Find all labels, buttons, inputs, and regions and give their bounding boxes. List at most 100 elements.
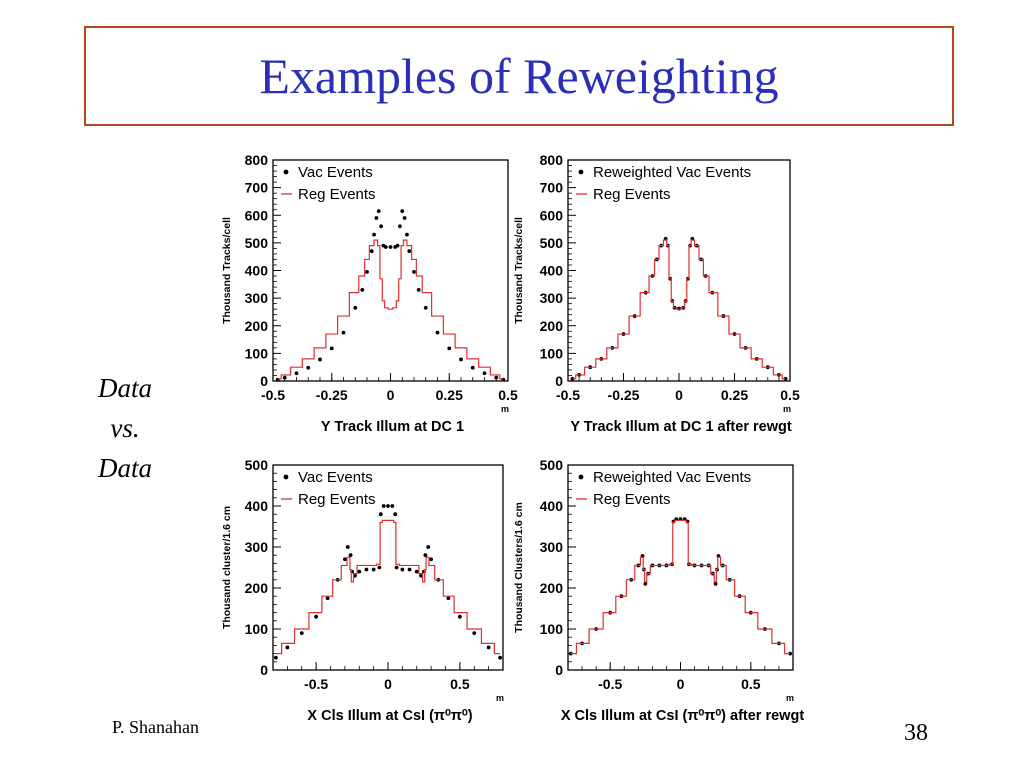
data-point <box>365 269 369 274</box>
data-point <box>381 504 386 508</box>
data-point <box>353 305 358 310</box>
title-box: Examples of Reweighting <box>84 26 954 126</box>
side-label-line-3: Data <box>98 453 152 483</box>
y-tick-label: 0 <box>260 373 268 389</box>
data-point <box>393 512 398 517</box>
y-tick-label: 200 <box>540 580 564 596</box>
legend-label: Reg Events <box>298 186 376 203</box>
legend-marker-points <box>578 474 584 480</box>
y-tick-label: 400 <box>540 498 564 514</box>
data-point <box>416 287 421 292</box>
legend-marker-points <box>283 169 289 175</box>
x-unit: m <box>786 693 794 703</box>
series-line <box>275 519 501 655</box>
chart-panel-top-right: 0 100 200 300 400 500 600 700 800 -0.5 -0.25 0 0.25 0… <box>510 148 825 443</box>
data-point <box>360 287 365 292</box>
chart-bottom-right: 0 100 200 300 400 500 -0.5 0 0.5 m X Cls Illum at … <box>513 457 804 724</box>
data-point <box>390 504 395 508</box>
y-tick-label: 200 <box>245 580 269 596</box>
legend-label: Vac Events <box>298 469 373 486</box>
x-axis-label: Y Track Illum at DC 1 after rewgt <box>570 419 792 435</box>
page-number: 38 <box>904 720 928 746</box>
x-tick-label: 0 <box>387 387 395 403</box>
data-point <box>400 209 405 214</box>
data-point <box>376 209 381 214</box>
x-unit: m <box>496 693 504 703</box>
data-point <box>435 330 440 335</box>
data-point <box>423 305 428 310</box>
x-tick-label: 0.5 <box>450 676 470 692</box>
data-point <box>342 557 347 562</box>
y-tick-label: 500 <box>245 457 269 473</box>
data-point <box>395 243 400 248</box>
x-tick-label: -0.5 <box>598 676 622 692</box>
data-point <box>273 655 278 660</box>
x-tick-label: 0.5 <box>498 387 518 403</box>
x-tick-label: -0.5 <box>304 676 328 692</box>
legend-label: Reg Events <box>593 186 671 203</box>
series-line <box>277 239 504 380</box>
data-point <box>306 365 311 370</box>
data-point <box>341 330 346 335</box>
data-point <box>345 545 350 549</box>
y-tick-label: 700 <box>540 180 564 196</box>
y-tick-label: 600 <box>245 207 269 223</box>
legend-label: Reg Events <box>298 491 376 508</box>
chart-bottom-left: 0 100 200 300 400 500 -0.5 0 0.5 m X Cls Illum at … <box>221 457 504 724</box>
x-axis-label: Y Track Illum at DC 1 <box>321 419 464 435</box>
side-label-line-2: vs. <box>110 413 140 443</box>
footer-author: P. Shanahan <box>112 717 199 737</box>
x-tick-label: -0.25 <box>316 387 348 403</box>
y-tick-label: 300 <box>245 290 269 306</box>
data-point <box>494 375 499 380</box>
y-tick-label: 300 <box>540 539 564 555</box>
y-tick-label: 0 <box>555 373 563 389</box>
y-axis-label: Thousand Tracks/cell <box>221 217 233 324</box>
data-point <box>299 631 304 635</box>
x-axis-label: X Cls Illum at CsI (π⁰π⁰) <box>307 708 472 724</box>
data-point <box>402 216 407 220</box>
y-tick-label: 500 <box>540 235 564 251</box>
data-point <box>369 249 374 254</box>
x-unit: m <box>783 404 791 414</box>
y-tick-label: 100 <box>540 345 564 361</box>
y-tick-label: 400 <box>245 498 269 514</box>
data-point <box>472 631 477 635</box>
y-tick-label: 500 <box>245 235 269 251</box>
series-line <box>570 519 791 655</box>
data-point <box>383 245 388 249</box>
legend-label: Reweighted Vac Events <box>593 164 751 181</box>
legend-marker-points <box>578 169 584 175</box>
data-point <box>325 596 330 601</box>
data-point <box>447 346 452 351</box>
data-point <box>377 565 382 570</box>
data-point <box>482 371 487 376</box>
legend-label: Reg Events <box>593 491 671 508</box>
y-tick-label: 700 <box>245 180 269 196</box>
data-point <box>379 224 383 229</box>
data-point <box>459 357 463 362</box>
slide-title: Examples of Reweighting <box>259 48 779 104</box>
data-point <box>398 224 402 229</box>
data-point <box>414 569 419 574</box>
x-tick-label: -0.5 <box>261 387 285 403</box>
data-point <box>371 567 376 572</box>
data-point <box>400 567 405 572</box>
data-point <box>364 567 369 572</box>
chart-top-right: 0 100 200 300 400 500 600 700 800 -0.5 -0.25 0 0.25 0… <box>513 152 800 435</box>
data-point <box>329 346 334 351</box>
chart-panel-bottom-right: 0 100 200 300 400 500 -0.5 0 0.5 m X Cls Illum at … <box>510 440 825 735</box>
chart-panel-top-left: 0 100 200 300 400 500 600 700 800 -0.5 -0.25 0 0.25 0… <box>218 148 518 443</box>
side-label: Data vs. Data <box>70 368 180 488</box>
legend-marker-points <box>283 474 289 480</box>
data-point <box>407 567 412 572</box>
data-point <box>372 232 376 237</box>
y-tick-label: 800 <box>245 152 269 168</box>
data-point <box>570 376 575 381</box>
data-point <box>426 545 431 549</box>
data-point <box>294 371 299 376</box>
data-point <box>394 565 399 570</box>
x-tick-label: -0.5 <box>556 387 580 403</box>
x-tick-label: 0 <box>677 676 685 692</box>
y-tick-label: 300 <box>245 539 269 555</box>
